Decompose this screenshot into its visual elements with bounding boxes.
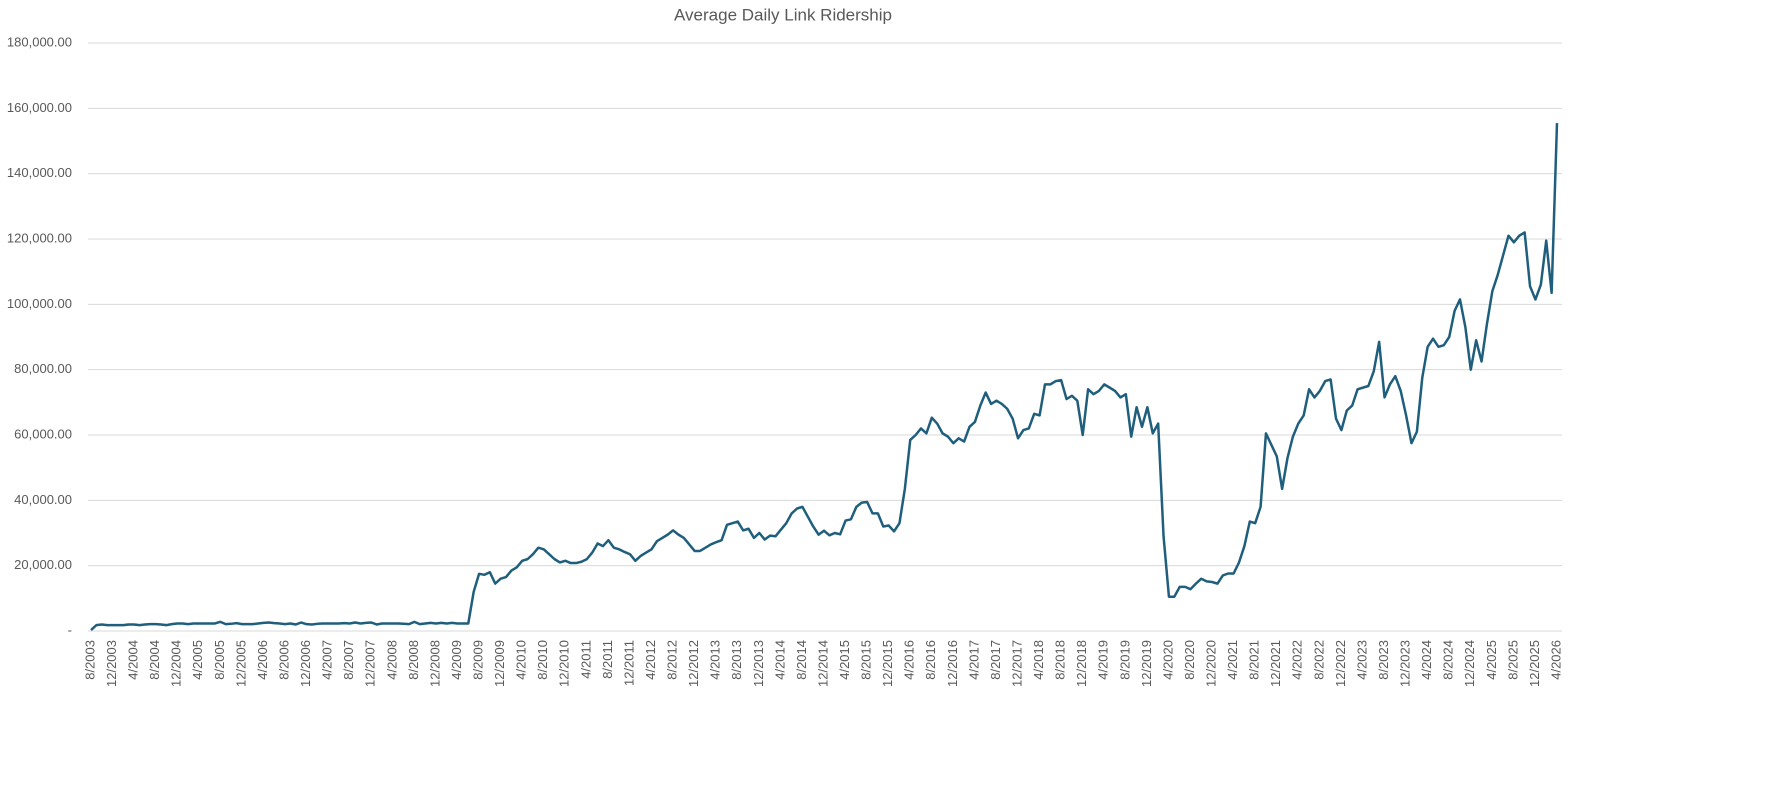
x-tick-label: 12/2023 bbox=[1398, 640, 1413, 687]
x-tick-label: 12/2010 bbox=[557, 640, 572, 687]
x-tick-label: 4/2025 bbox=[1484, 640, 1499, 680]
x-tick-label: 12/2011 bbox=[621, 640, 636, 686]
x-tick-label: 12/2005 bbox=[233, 640, 248, 687]
x-tick-label: 12/2003 bbox=[104, 640, 119, 687]
line bbox=[90, 122, 1559, 631]
x-tick-label: 8/2010 bbox=[535, 640, 550, 680]
x-tick-label: 12/2021 bbox=[1268, 640, 1283, 687]
chart-title: Average Daily Link Ridership bbox=[674, 5, 892, 24]
x-tick-label: 4/2010 bbox=[514, 640, 529, 680]
x-tick-label: 12/2018 bbox=[1074, 640, 1089, 687]
y-tick-label: 100,000.00 bbox=[7, 296, 72, 311]
x-tick-label: 4/2011 bbox=[578, 640, 593, 679]
x-tick-label: 12/2008 bbox=[427, 640, 442, 687]
x-tick-label: 4/2024 bbox=[1419, 640, 1434, 680]
x-tick-label: 4/2016 bbox=[902, 640, 917, 680]
x-tick-label: 8/2022 bbox=[1311, 640, 1326, 680]
y-tick-label: 20,000.00 bbox=[14, 557, 72, 572]
x-tick-label: 8/2005 bbox=[212, 640, 227, 680]
x-tick-label: 8/2013 bbox=[729, 640, 744, 680]
x-tick-label: 4/2006 bbox=[255, 640, 270, 680]
x-tick-label: 12/2009 bbox=[492, 640, 507, 687]
x-tick-label: 8/2011 bbox=[600, 640, 615, 679]
x-tick-label: 4/2015 bbox=[837, 640, 852, 680]
x-tick-label: 8/2004 bbox=[147, 640, 162, 680]
x-tick-label: 8/2023 bbox=[1376, 640, 1391, 680]
x-tick-label: 8/2025 bbox=[1505, 640, 1520, 680]
x-tick-label: 8/2006 bbox=[276, 640, 291, 680]
x-tick-label: 4/2008 bbox=[384, 640, 399, 680]
x-tick-label: 4/2007 bbox=[320, 640, 335, 680]
x-tick-label: 4/2009 bbox=[449, 640, 464, 680]
x-tick-label: 8/2018 bbox=[1053, 640, 1068, 680]
x-tick-label: 8/2019 bbox=[1117, 640, 1132, 680]
x-tick-label: 8/2015 bbox=[859, 640, 874, 680]
x-tick-label: 8/2020 bbox=[1182, 640, 1197, 680]
y-tick-label: 120,000.00 bbox=[7, 230, 72, 245]
x-tick-label: 4/2018 bbox=[1031, 640, 1046, 680]
y-tick-label: - bbox=[68, 622, 72, 637]
x-tick-label: 4/2020 bbox=[1160, 640, 1175, 680]
x-tick-label: 8/2012 bbox=[665, 640, 680, 680]
x-tick-label: 12/2016 bbox=[945, 640, 960, 687]
x-tick-label: 4/2023 bbox=[1354, 640, 1369, 680]
y-tick-label: 140,000.00 bbox=[7, 165, 72, 180]
x-tick-label: 8/2014 bbox=[794, 640, 809, 680]
x-tick-label: 8/2009 bbox=[470, 640, 485, 680]
x-tick-label: 8/2017 bbox=[988, 640, 1003, 680]
x-tick-label: 4/2004 bbox=[126, 640, 141, 680]
x-tick-label: 4/2013 bbox=[708, 640, 723, 680]
x-tick-label: 4/2017 bbox=[966, 640, 981, 680]
x-tick-label: 8/2007 bbox=[341, 640, 356, 680]
x-tick-label: 4/2026 bbox=[1548, 640, 1563, 680]
x-tick-label: 12/2007 bbox=[363, 640, 378, 687]
x-tick-label: 4/2022 bbox=[1290, 640, 1305, 680]
y-tick-label: 160,000.00 bbox=[7, 100, 72, 115]
x-tick-label: 12/2012 bbox=[686, 640, 701, 687]
x-tick-label: 12/2006 bbox=[298, 640, 313, 687]
x-tick-label: 12/2022 bbox=[1333, 640, 1348, 687]
y-tick-label: 60,000.00 bbox=[14, 426, 72, 441]
x-tick-label: 12/2004 bbox=[169, 640, 184, 687]
x-tick-label: 8/2021 bbox=[1247, 640, 1262, 680]
x-tick-label: 8/2008 bbox=[406, 640, 421, 680]
x-tick-label: 12/2017 bbox=[1009, 640, 1024, 687]
x-tick-label: 8/2003 bbox=[82, 640, 97, 680]
x-tick-label: 8/2024 bbox=[1441, 640, 1456, 680]
y-tick-label: 80,000.00 bbox=[14, 361, 72, 376]
x-tick-label: 12/2025 bbox=[1527, 640, 1542, 687]
x-tick-label: 12/2019 bbox=[1139, 640, 1154, 687]
x-tick-label: 12/2020 bbox=[1203, 640, 1218, 687]
y-tick-label: 180,000.00 bbox=[7, 34, 72, 49]
x-tick-label: 4/2005 bbox=[190, 640, 205, 680]
x-tick-label: 4/2021 bbox=[1225, 640, 1240, 680]
x-tick-label: 12/2014 bbox=[815, 640, 830, 687]
x-tick-label: 8/2016 bbox=[923, 640, 938, 680]
y-tick-label: 40,000.00 bbox=[14, 492, 72, 507]
x-tick-label: 12/2015 bbox=[880, 640, 895, 687]
x-tick-label: 4/2014 bbox=[772, 640, 787, 680]
x-tick-label: 4/2012 bbox=[643, 640, 658, 680]
x-tick-label: 4/2019 bbox=[1096, 640, 1111, 680]
x-tick-label: 12/2013 bbox=[751, 640, 766, 687]
x-tick-label: 12/2024 bbox=[1462, 640, 1477, 687]
